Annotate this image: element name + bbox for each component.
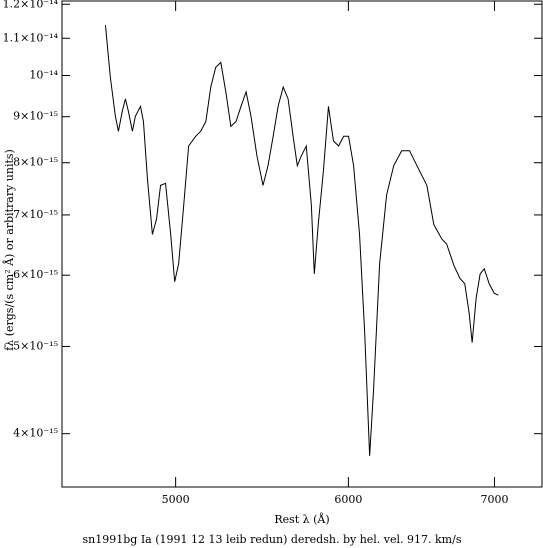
caption: sn1991bg Ia (1991 12 13 leib redun) dere… — [83, 533, 462, 546]
y-tick-label: 5×10⁻¹⁵ — [13, 339, 58, 352]
x-tick-label: 7000 — [480, 493, 508, 506]
y-tick-label: 9×10⁻¹⁵ — [13, 110, 58, 123]
y-tick-label: 10⁻¹⁴ — [29, 69, 58, 82]
y-tick-label: 6×10⁻¹⁵ — [13, 268, 58, 281]
plot-frame — [61, 0, 543, 488]
y-tick-label: 7×10⁻¹⁵ — [13, 208, 58, 221]
x-tick-label: 6000 — [334, 493, 362, 506]
y-tick-label: 8×10⁻¹⁵ — [13, 156, 58, 169]
spectrum-line — [104, 24, 499, 456]
y-tick-label: 1.2×10⁻¹⁴ — [3, 0, 59, 10]
x-tick-label: 5000 — [162, 493, 190, 506]
y-axis-label: fλ (ergs/(s cm² Å) or arbitrary units) — [2, 149, 16, 351]
y-tick-label: 4×10⁻¹⁵ — [13, 427, 58, 440]
y-tick-label: 1.1×10⁻¹⁴ — [3, 31, 59, 44]
x-axis-label: Rest λ (Å) — [274, 512, 329, 526]
